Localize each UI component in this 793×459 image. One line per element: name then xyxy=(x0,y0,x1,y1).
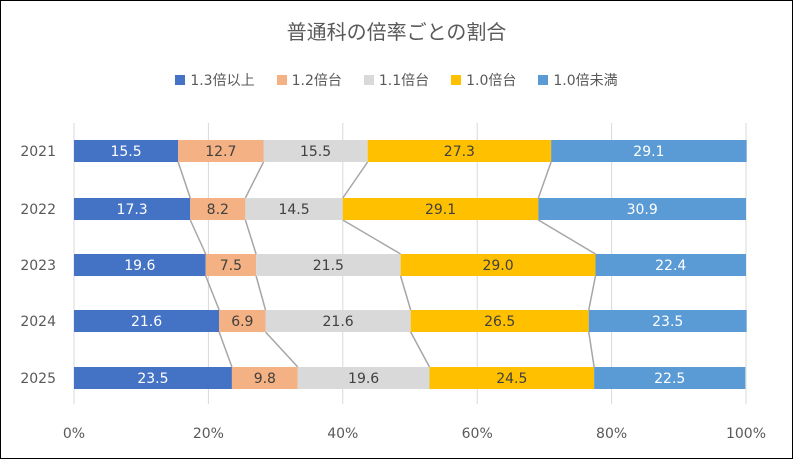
data-label: 7.5 xyxy=(220,258,242,274)
legend-item-2: 1.2倍台 xyxy=(276,70,342,90)
bar-segment xyxy=(74,367,232,389)
bar-segment xyxy=(245,198,343,220)
data-label: 14.5 xyxy=(278,202,309,218)
legend-label-2: 1.2倍台 xyxy=(291,73,342,89)
legend-swatch-2 xyxy=(276,75,287,85)
data-label: 22.5 xyxy=(654,371,685,387)
series-line xyxy=(537,219,596,255)
data-label: 30.9 xyxy=(627,202,658,218)
series-line xyxy=(244,161,265,199)
data-label: 21.6 xyxy=(131,314,162,330)
x-tick-label: 100% xyxy=(726,426,766,442)
chart-title: 普通科の倍率ごとの割合 xyxy=(286,20,507,44)
data-label: 29.1 xyxy=(425,202,456,218)
bar-segment xyxy=(595,254,746,276)
series-line xyxy=(342,161,369,199)
bar-segment xyxy=(594,367,746,389)
series-line xyxy=(410,331,431,368)
x-tick-label: 40% xyxy=(327,426,358,442)
data-label: 26.5 xyxy=(484,314,515,330)
legend-label-3: 1.1倍台 xyxy=(378,73,430,89)
bar-segment xyxy=(342,198,539,220)
legend-label-1: 1.3倍以上 xyxy=(190,73,255,89)
legend-swatch-3 xyxy=(363,75,374,85)
data-label: 17.3 xyxy=(117,202,148,218)
x-tick-label: 60% xyxy=(462,426,493,442)
bar-segment xyxy=(256,254,401,276)
legend-label-5: 1.0倍未満 xyxy=(553,73,618,89)
bar-segment xyxy=(178,140,264,162)
data-label: 23.5 xyxy=(137,371,168,387)
series-line xyxy=(177,161,191,199)
series-line xyxy=(244,219,257,255)
x-tick-label: 0% xyxy=(63,426,85,442)
data-label: 29.1 xyxy=(633,144,664,160)
series-line xyxy=(588,331,595,368)
data-label: 6.9 xyxy=(231,314,253,330)
bar-segment xyxy=(190,198,246,220)
category-label: 2025 xyxy=(20,371,56,387)
data-label: 15.5 xyxy=(300,144,331,160)
data-label: 21.6 xyxy=(323,314,354,330)
bar-segment xyxy=(367,140,552,162)
category-label: 2024 xyxy=(20,314,56,330)
series-line xyxy=(205,275,220,311)
bar-segment xyxy=(400,254,596,276)
series-line xyxy=(189,219,207,255)
series-line xyxy=(255,275,267,311)
legend-item-5: 1.0倍未満 xyxy=(538,70,618,90)
bar-segment xyxy=(429,367,595,389)
bar-segment xyxy=(74,310,220,332)
data-label: 15.5 xyxy=(110,144,141,160)
legend: 1.3倍以上 1.2倍台 1.1倍台 1.0倍台 1.0倍未満 xyxy=(0,70,793,90)
category-label: 2022 xyxy=(20,202,56,218)
series-line xyxy=(399,275,412,311)
bar-segment xyxy=(551,140,747,162)
data-label: 21.5 xyxy=(313,258,344,274)
legend-item-3: 1.1倍台 xyxy=(363,70,430,90)
x-tick-label: 80% xyxy=(596,426,627,442)
data-label: 24.5 xyxy=(496,371,527,387)
data-label: 22.4 xyxy=(655,258,686,274)
series-line xyxy=(342,219,401,255)
bar-segment xyxy=(74,254,206,276)
data-label: 8.2 xyxy=(207,202,229,218)
bar-segment xyxy=(538,198,746,220)
bar-segment xyxy=(265,310,411,332)
legend-swatch-4 xyxy=(451,75,462,85)
data-label: 9.8 xyxy=(254,371,276,387)
legend-swatch-1 xyxy=(175,75,186,85)
data-label: 19.6 xyxy=(348,371,379,387)
x-tick-label: 20% xyxy=(193,426,224,442)
series-line xyxy=(537,161,552,199)
bar-segment xyxy=(74,140,179,162)
series-line xyxy=(588,275,597,311)
bar-segment xyxy=(263,140,368,162)
data-label: 19.6 xyxy=(124,258,155,274)
series-line xyxy=(264,331,299,368)
series-line xyxy=(218,331,233,368)
data-label: 29.0 xyxy=(482,258,513,274)
legend-item-1: 1.3倍以上 xyxy=(175,70,255,90)
data-label: 12.7 xyxy=(205,144,236,160)
bar-segment xyxy=(231,367,298,389)
legend-item-4: 1.0倍台 xyxy=(451,70,516,90)
bar-segment xyxy=(205,254,257,276)
legend-swatch-5 xyxy=(538,75,549,85)
data-label: 23.5 xyxy=(652,314,683,330)
bar-segment xyxy=(588,310,747,332)
category-label: 2021 xyxy=(20,144,56,160)
legend-label-4: 1.0倍台 xyxy=(466,73,517,89)
bar-segment xyxy=(410,310,589,332)
data-label: 27.3 xyxy=(444,144,475,160)
category-label: 2023 xyxy=(20,258,56,274)
bar-segment xyxy=(219,310,266,332)
bar-segment xyxy=(74,198,191,220)
bar-segment xyxy=(297,367,430,389)
